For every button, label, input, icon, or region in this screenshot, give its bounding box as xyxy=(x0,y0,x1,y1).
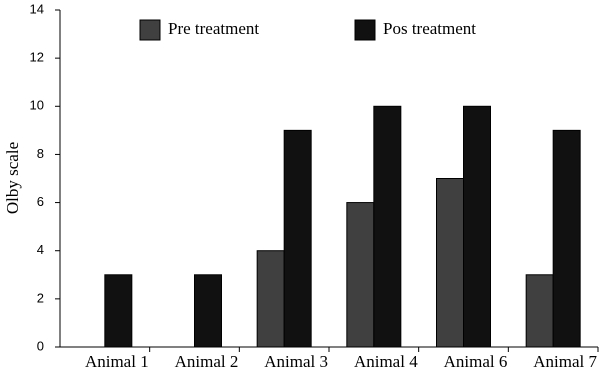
y-tick-label: 12 xyxy=(30,50,44,65)
bar xyxy=(104,274,133,348)
x-tick-label: Animal 1 xyxy=(85,352,149,371)
bar xyxy=(552,129,581,348)
x-tick-label: Animal 2 xyxy=(175,352,239,371)
bar xyxy=(373,105,402,348)
bar xyxy=(525,274,554,348)
y-tick-label: 8 xyxy=(37,146,44,161)
y-tick-label: 4 xyxy=(37,242,44,257)
y-axis-label: Olby scale xyxy=(3,142,22,214)
x-tick-label: Animal 7 xyxy=(533,352,597,371)
legend-swatch xyxy=(354,19,376,41)
bar xyxy=(283,129,312,348)
legend-swatch xyxy=(139,19,161,41)
legend-label: Pre treatment xyxy=(168,19,259,38)
legend-label: Pos treatment xyxy=(383,19,476,38)
bar xyxy=(346,202,375,348)
y-tick-label: 14 xyxy=(30,1,44,16)
y-tick-label: 0 xyxy=(37,338,44,353)
x-tick-label: Animal 3 xyxy=(264,352,328,371)
bar xyxy=(463,105,491,348)
bar xyxy=(194,274,222,348)
x-tick-label: Animal 6 xyxy=(444,352,508,371)
bar xyxy=(256,250,285,348)
y-tick-label: 2 xyxy=(37,290,44,305)
x-tick-label: Animal 4 xyxy=(354,352,418,371)
y-tick-label: 10 xyxy=(30,98,44,113)
bar xyxy=(436,178,464,348)
y-tick-label: 6 xyxy=(37,194,44,209)
